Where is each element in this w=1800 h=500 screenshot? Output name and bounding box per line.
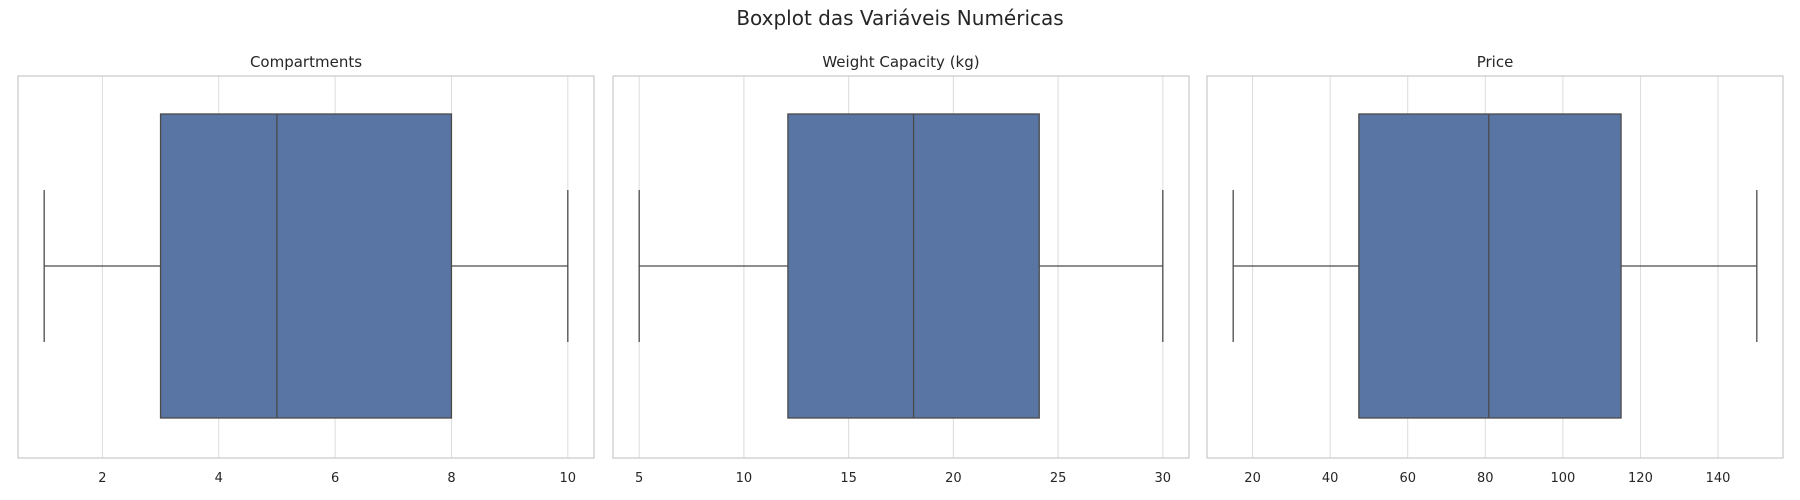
figure-title: Boxplot das Variáveis Numéricas [736,6,1064,30]
panel-frame [1206,75,1784,459]
x-tick-label-2: 4 [215,471,223,486]
x-tick-label-1: 20 [1244,471,1261,486]
panel-title: Compartments [250,53,362,71]
x-tick-label-2: 10 [736,471,753,486]
x-tick-label-7: 140 [1706,471,1731,486]
panel-3: 20 40 60 80 100 120 140 Price [1206,53,1784,486]
x-tick-label-6: 120 [1628,471,1653,486]
panel-1: 2 4 6 8 10 Compartments [17,53,595,486]
x-tick-label-4: 80 [1477,471,1494,486]
iqr-box [159,113,453,419]
panel-title: Price [1477,53,1514,71]
panel-frame [17,75,595,459]
x-tick-label-3: 6 [331,471,339,486]
x-tick-label-6: 30 [1155,471,1172,486]
x-tick-label-5: 10 [560,471,577,486]
x-tick-label-4: 20 [945,471,962,486]
x-tick-label-3: 60 [1399,471,1416,486]
panel-2: 5 10 15 20 25 30 Weight Capacity (kg) [612,53,1190,486]
x-tick-label-2: 40 [1322,471,1339,486]
panel-frame [612,75,1190,459]
x-tick-label-5: 100 [1550,471,1575,486]
x-tick-label-1: 2 [98,471,106,486]
x-tick-label-5: 25 [1050,471,1067,486]
iqr-box [1358,113,1622,419]
x-tick-label-4: 8 [447,471,455,486]
x-tick-label-3: 15 [840,471,857,486]
panel-title: Weight Capacity (kg) [822,53,979,71]
x-tick-label-1: 5 [635,471,643,486]
